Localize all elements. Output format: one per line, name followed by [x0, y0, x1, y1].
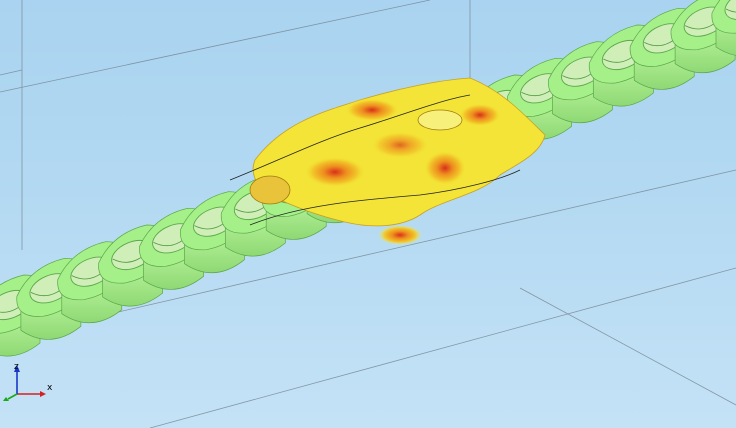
- x-axis-label: x: [47, 383, 53, 393]
- hot-spot: [423, 150, 467, 186]
- z-axis-arrow: [14, 365, 20, 372]
- grid-line: [0, 0, 431, 93]
- hot-spot: [370, 131, 430, 159]
- x-axis-arrow: [40, 391, 46, 397]
- hot-spot: [378, 225, 422, 245]
- grid-line: [0, 69, 23, 76]
- grid-line: [519, 287, 736, 406]
- deformation-field[interactable]: [229, 77, 546, 245]
- hot-spot: [458, 103, 502, 127]
- grid-line: [149, 267, 736, 428]
- z-axis-label: z: [14, 362, 19, 372]
- hot-hole: [249, 175, 291, 205]
- axis-triad: x z: [3, 362, 53, 401]
- y-axis-arrow: [3, 397, 9, 401]
- grid-line: [39, 169, 736, 331]
- hot-hole: [417, 109, 463, 131]
- y-axis-line: [7, 393, 18, 400]
- hole-inner-wall: [725, 8, 736, 13]
- undeformed-outline: [229, 94, 521, 226]
- hot-spot: [303, 156, 367, 188]
- hot-spot: [344, 98, 400, 122]
